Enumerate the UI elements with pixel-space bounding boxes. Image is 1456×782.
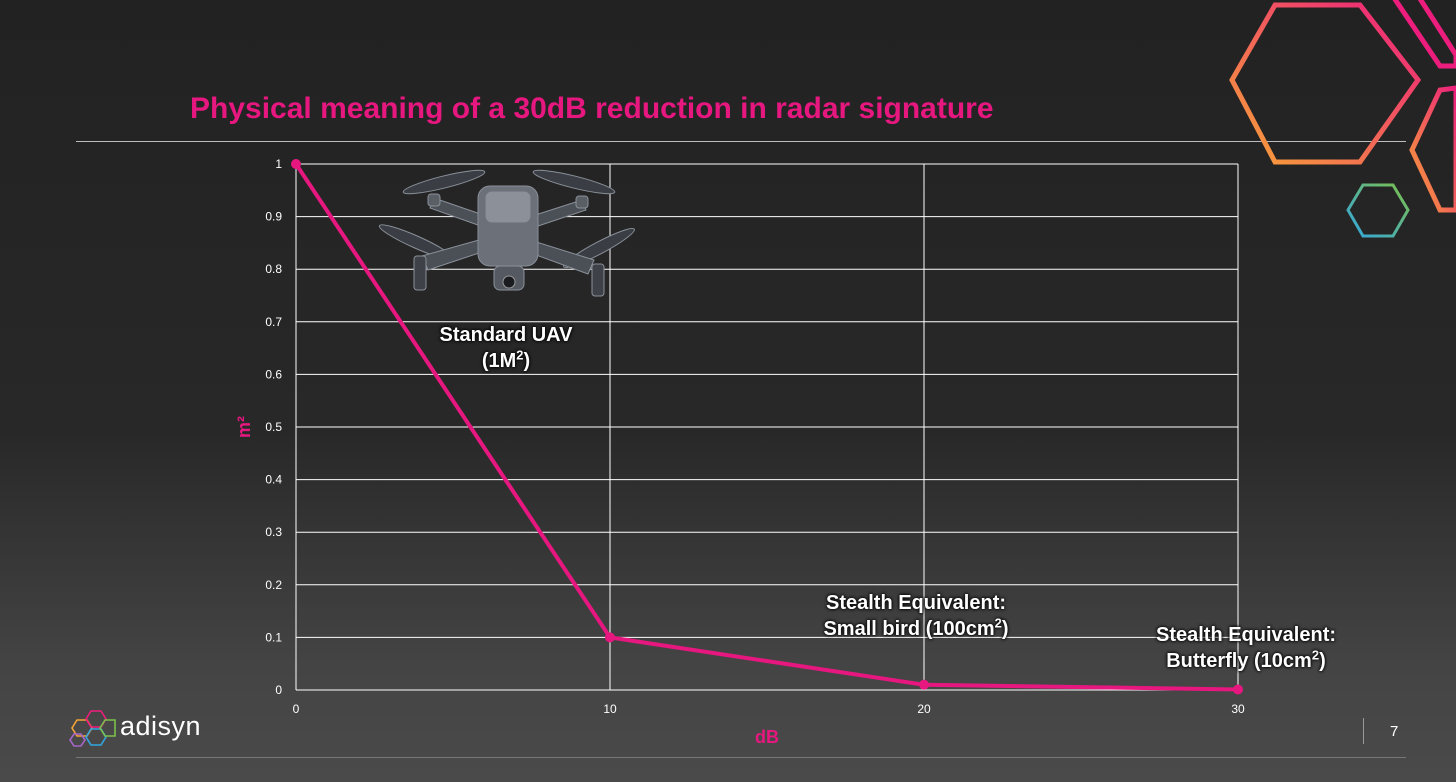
annotation-uav-line-1: Standard UAV — [439, 324, 573, 346]
annotation-uav-line-2: (1M2) — [481, 347, 531, 372]
adisyn-logo: adisyn — [66, 706, 216, 752]
annotation-standard-uav: Standard UAV (1M2) — [428, 322, 584, 374]
y-tick-label: 0.8 — [265, 262, 282, 276]
y-tick-label: 0.1 — [265, 630, 282, 644]
y-tick-label: 0.9 — [265, 210, 282, 224]
y-tick-label: 0.2 — [265, 578, 282, 592]
slide-title: Physical meaning of a 30dB reduction in … — [190, 92, 994, 125]
annotation-bird-line-1: Stealth Equivalent: — [825, 592, 1007, 614]
y-axis-label: m² — [234, 416, 254, 438]
y-tick-label: 0 — [275, 683, 282, 697]
x-tick-label: 30 — [1231, 702, 1245, 716]
annotation-small-bird: Stealth Equivalent: Small bird (100cm2) — [806, 590, 1026, 642]
annotation-butterfly: Stealth Equivalent: Butterfly (10cm2) — [1138, 622, 1354, 674]
annotation-butterfly-line-1: Stealth Equivalent: — [1155, 624, 1337, 646]
series-line — [294, 162, 1239, 692]
data-point — [605, 632, 615, 643]
decorative-hexagons-icon — [1229, 0, 1456, 238]
y-tick-label: 0.5 — [265, 420, 282, 434]
data-point — [291, 159, 301, 169]
adisyn-hexagon-logo-icon — [69, 710, 116, 747]
drone-image — [378, 169, 635, 297]
page-number-divider — [1363, 718, 1364, 744]
x-tick-label: 0 — [293, 702, 300, 716]
y-tick-label: 0.3 — [265, 525, 282, 539]
y-tick-label: 0.7 — [265, 315, 282, 329]
y-tick-label: 0.6 — [265, 367, 282, 381]
data-point — [1233, 684, 1243, 695]
x-tick-label: 20 — [917, 702, 931, 716]
y-tick-label: 0.4 — [265, 473, 282, 487]
annotation-butterfly-line-2: Butterfly (10cm2) — [1166, 647, 1326, 672]
footer-divider — [76, 757, 1406, 758]
page-number: 7 — [1390, 723, 1399, 740]
x-axis-label: dB — [755, 727, 779, 747]
x-tick-label: 10 — [603, 702, 617, 716]
annotation-bird-line-2: Small bird (100cm2) — [823, 615, 1009, 640]
title-divider — [76, 141, 1406, 142]
data-point — [919, 679, 929, 690]
logo-text: adisyn — [120, 711, 202, 741]
y-tick-label: 1 — [275, 157, 282, 171]
